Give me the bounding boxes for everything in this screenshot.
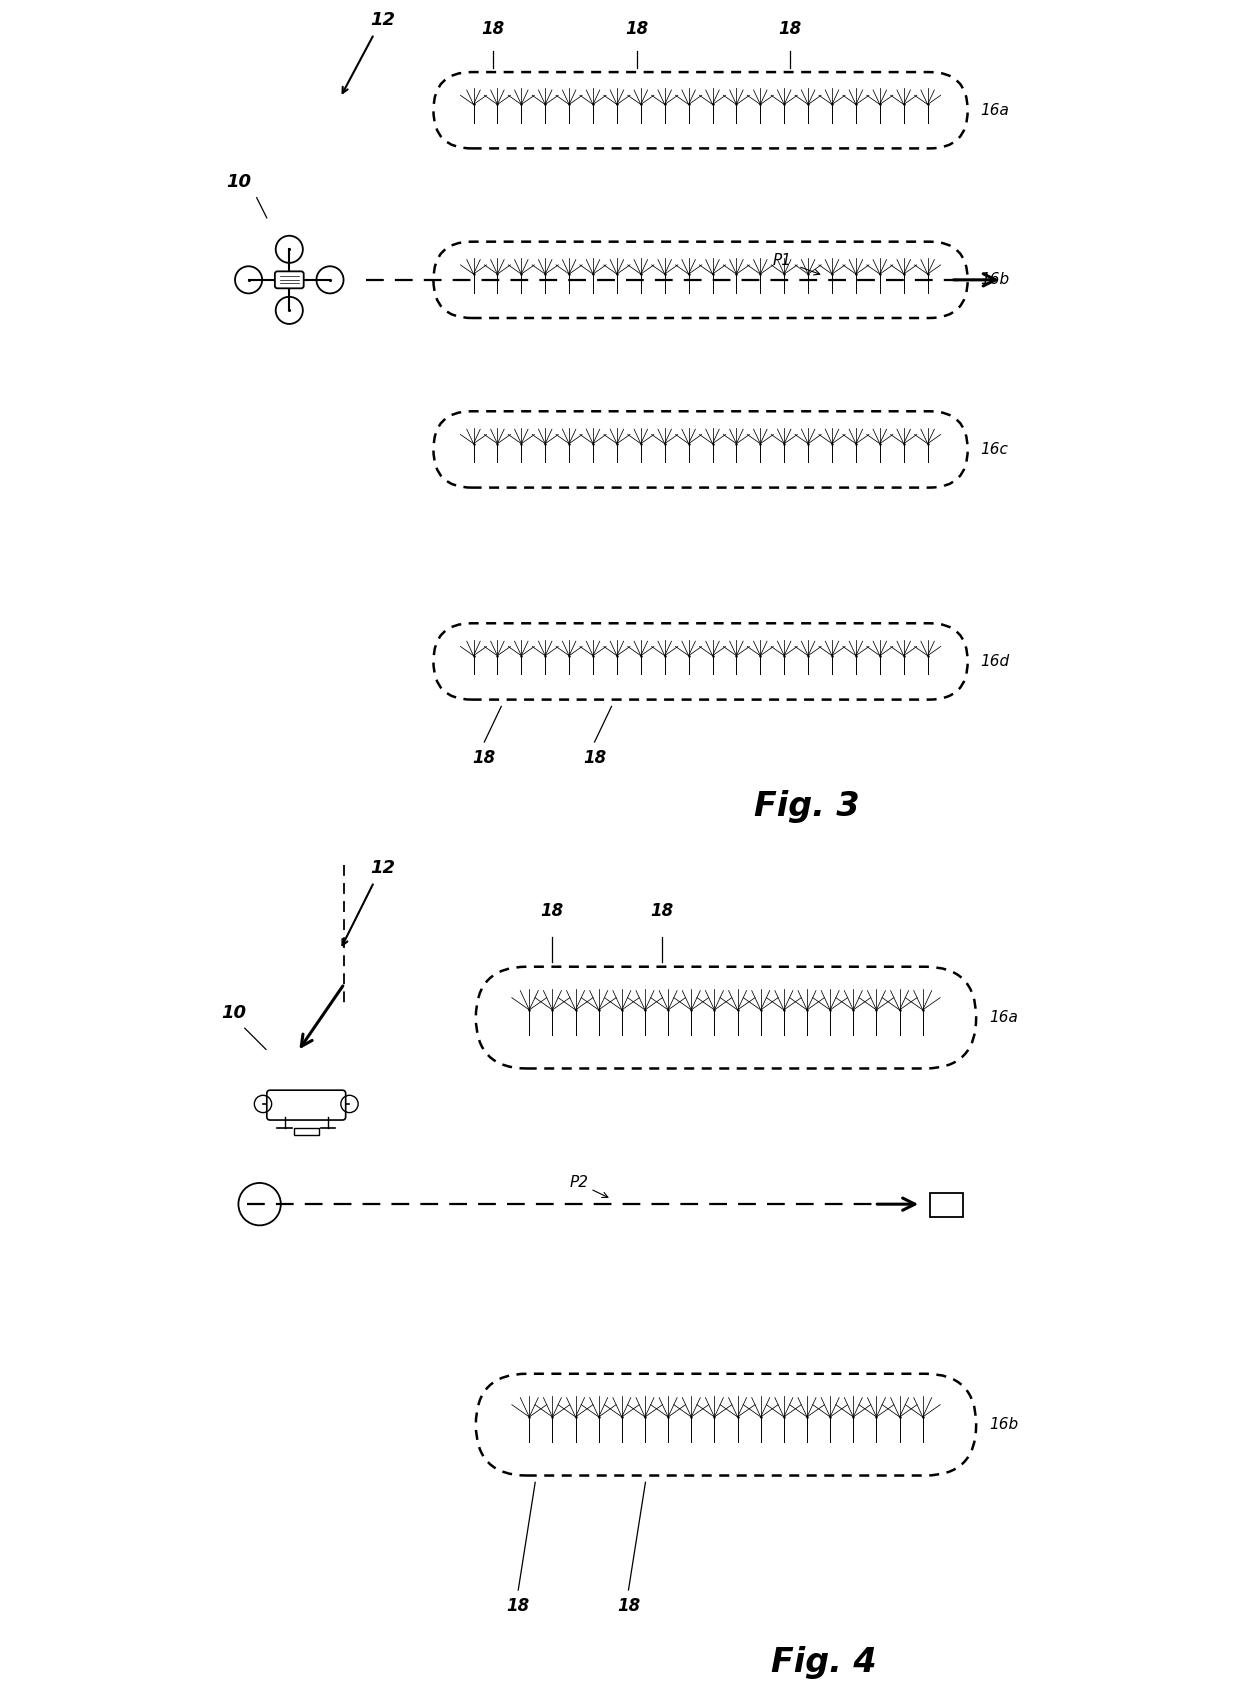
Text: Fig. 4: Fig. 4 <box>771 1647 877 1679</box>
Text: 18: 18 <box>507 1598 529 1615</box>
Bar <box>294 1128 319 1135</box>
Text: 12: 12 <box>370 860 396 877</box>
FancyBboxPatch shape <box>275 271 304 288</box>
Text: 18: 18 <box>651 902 675 919</box>
FancyBboxPatch shape <box>476 967 976 1068</box>
Text: 18: 18 <box>481 20 505 37</box>
FancyBboxPatch shape <box>434 243 967 319</box>
Text: 16b: 16b <box>981 273 1009 287</box>
Text: 16d: 16d <box>981 655 1009 668</box>
Text: 12: 12 <box>370 12 396 29</box>
Text: 16c: 16c <box>981 443 1008 456</box>
FancyBboxPatch shape <box>476 1374 976 1476</box>
Text: P2: P2 <box>569 1175 588 1191</box>
Text: 16b: 16b <box>988 1418 1018 1431</box>
FancyBboxPatch shape <box>434 412 967 488</box>
Text: 16a: 16a <box>981 103 1009 117</box>
Text: P1: P1 <box>773 253 791 268</box>
Text: 18: 18 <box>625 20 649 37</box>
Text: 18: 18 <box>616 1598 640 1615</box>
Text: 10: 10 <box>222 1004 247 1021</box>
Text: 16a: 16a <box>988 1011 1018 1024</box>
FancyBboxPatch shape <box>267 1091 346 1119</box>
Text: 18: 18 <box>472 750 496 767</box>
Text: 18: 18 <box>583 750 606 767</box>
Text: Fig. 3: Fig. 3 <box>754 790 859 823</box>
Text: 10: 10 <box>226 173 250 190</box>
Text: 18: 18 <box>777 20 801 37</box>
Text: 18: 18 <box>541 902 564 919</box>
FancyBboxPatch shape <box>434 71 967 149</box>
FancyBboxPatch shape <box>434 624 967 700</box>
Bar <box>930 1194 963 1218</box>
